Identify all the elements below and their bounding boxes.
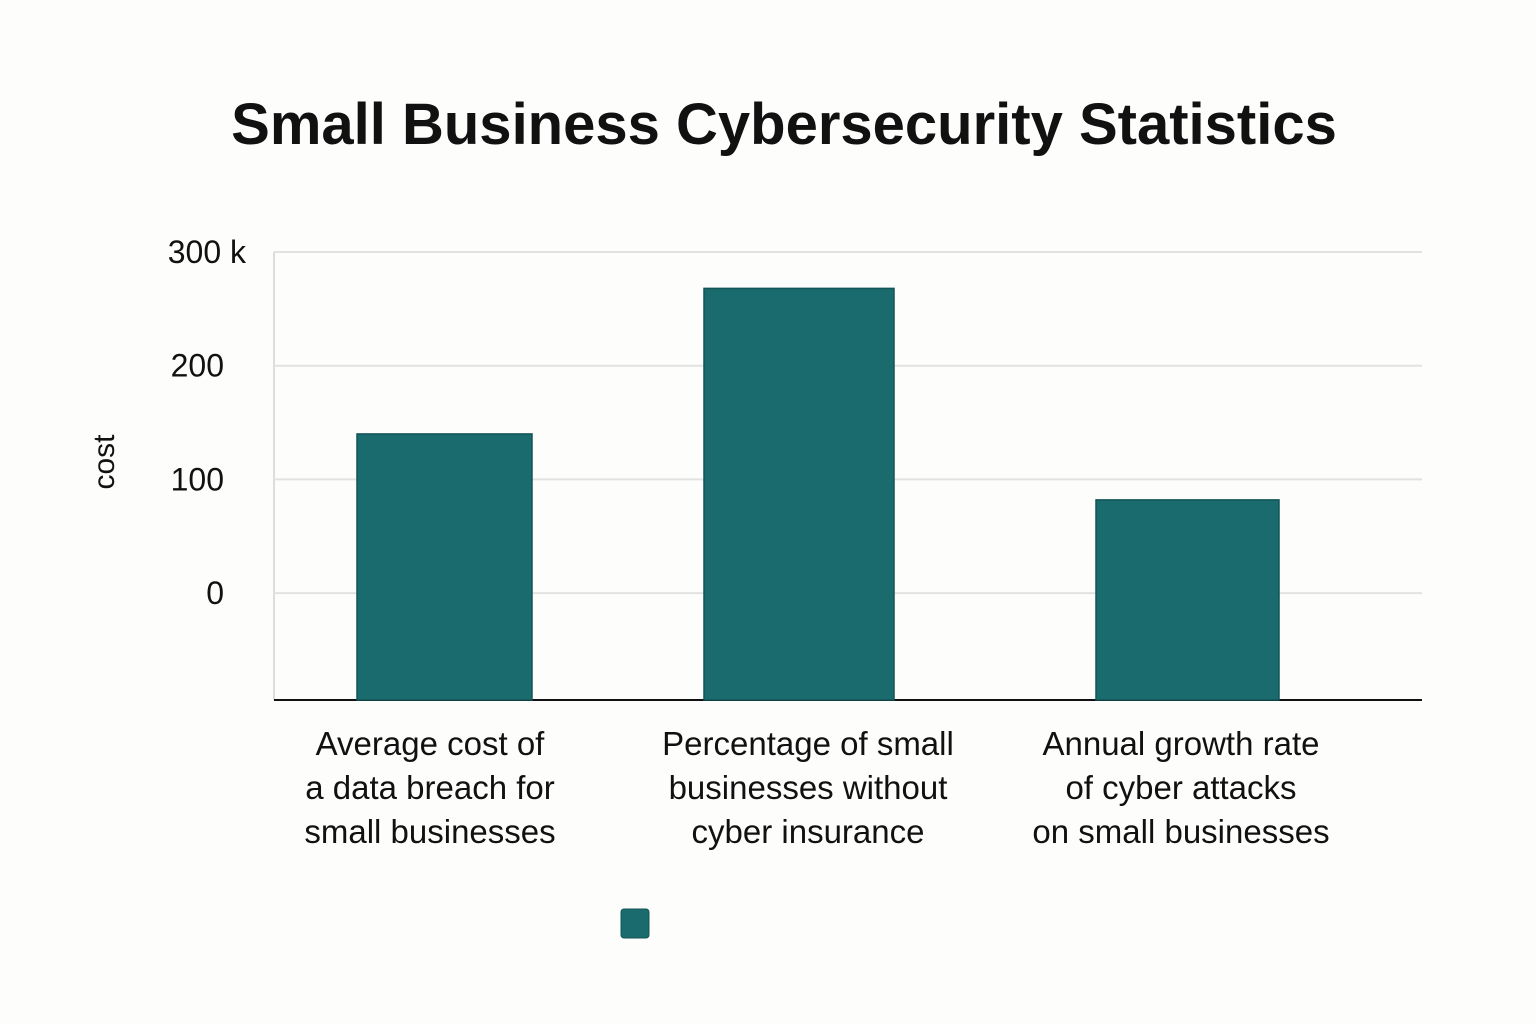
y-tick-label: 300 k — [168, 234, 247, 270]
legend-swatch — [620, 908, 650, 939]
x-tick-label: Percentage of small — [662, 725, 954, 762]
y-tick-label: 100 — [171, 461, 224, 497]
bar — [703, 287, 895, 701]
x-tick-label: cyber insurance — [692, 813, 925, 850]
x-tick-label: Annual growth rate — [1042, 725, 1319, 762]
x-tick-label: a data breach for — [305, 769, 555, 806]
x-tick-label: small businesses — [304, 813, 555, 850]
x-tick-label: on small businesses — [1032, 813, 1329, 850]
bar — [1095, 499, 1280, 701]
x-tick-label: Average cost of — [316, 725, 546, 762]
x-tick-label: of cyber attacks — [1065, 769, 1296, 806]
x-tick-label: businesses without — [669, 769, 948, 806]
y-axis-label: cost — [88, 434, 121, 490]
bar — [356, 433, 533, 701]
chart-title: Small Business Cybersecurity Statistics — [231, 92, 1337, 157]
y-tick-label: 200 — [171, 348, 224, 384]
y-tick-label: 0 — [206, 575, 224, 611]
